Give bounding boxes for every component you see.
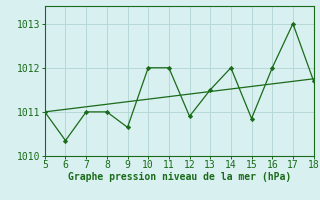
X-axis label: Graphe pression niveau de la mer (hPa): Graphe pression niveau de la mer (hPa) [68, 172, 291, 182]
